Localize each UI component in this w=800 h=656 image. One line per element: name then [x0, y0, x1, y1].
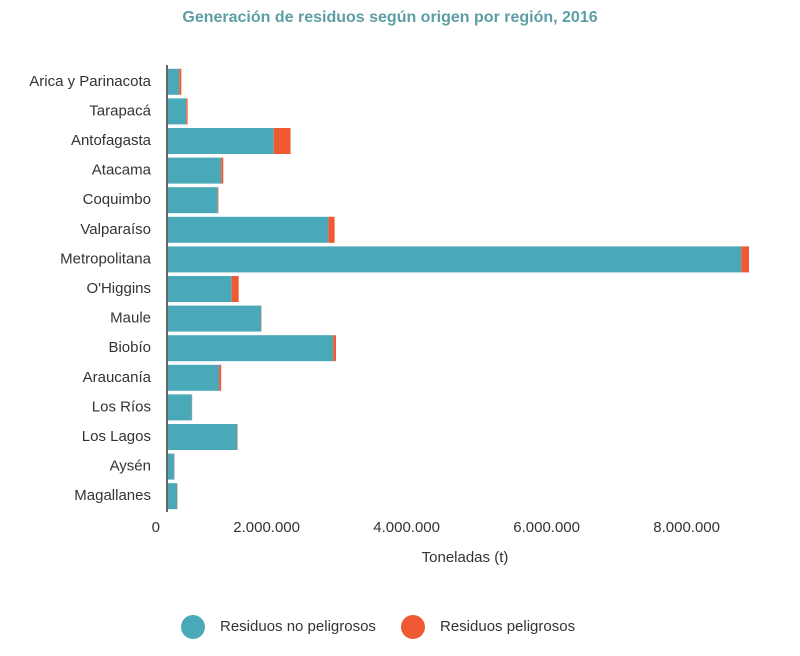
y-tick-label: Arica y Parinacota	[29, 73, 151, 90]
legend-label: Residuos peligrosos	[440, 618, 575, 635]
x-tick-label: 4.000.000	[373, 519, 440, 536]
bar-segment	[168, 98, 187, 125]
legend-marker	[401, 615, 425, 639]
y-tick-label: Atacama	[92, 162, 152, 179]
y-tick-label: Maule	[110, 310, 151, 327]
y-tick-label: Los Lagos	[82, 428, 151, 445]
y-tick-label: Biobío	[108, 339, 151, 356]
bar-segment	[328, 216, 335, 243]
bar-segment	[168, 453, 175, 480]
y-tick-label: Los Ríos	[92, 398, 151, 415]
bar-segment	[168, 216, 329, 243]
bar-segment	[231, 276, 239, 302]
bar-segment	[186, 98, 188, 125]
bar-segment	[168, 276, 232, 302]
bar-segment	[168, 128, 274, 154]
bar-segment	[168, 305, 262, 332]
bar-segment	[168, 335, 334, 362]
bar-segment	[741, 246, 749, 273]
bar-segment	[219, 364, 222, 391]
bar-segment	[273, 128, 291, 154]
bar-segment	[168, 68, 180, 95]
bar-segment	[179, 68, 182, 95]
chart-title: Generación de residuos según origen por …	[182, 9, 597, 26]
x-tick-label: 8.000.000	[653, 519, 720, 536]
y-tick-label: Magallanes	[74, 487, 151, 504]
y-tick-label: Tarapacá	[89, 102, 151, 119]
bar-segment	[333, 335, 336, 362]
bar-segment	[168, 394, 192, 421]
x-axis-label: Toneladas (t)	[422, 549, 509, 566]
legend-label: Residuos no peligrosos	[220, 618, 376, 635]
bar-segment	[168, 187, 218, 214]
bar-segment	[168, 424, 238, 450]
bar-segment	[168, 364, 220, 391]
bar-segment	[168, 246, 742, 273]
bar-segment	[168, 157, 222, 184]
bar-segment	[221, 157, 224, 184]
y-tick-label: Aysén	[110, 458, 151, 475]
y-tick-label: Coquimbo	[83, 191, 151, 208]
x-tick-label: 0	[152, 519, 160, 536]
legend-marker	[181, 615, 205, 639]
x-tick-label: 6.000.000	[513, 519, 580, 536]
bar-segment	[168, 483, 178, 510]
y-tick-label: Antofagasta	[71, 132, 152, 149]
bar-segment	[217, 187, 219, 214]
y-tick-label: O'Higgins	[86, 280, 151, 297]
x-tick-label: 2.000.000	[233, 519, 300, 536]
y-tick-label: Araucanía	[83, 369, 152, 386]
y-tick-label: Valparaíso	[80, 221, 151, 238]
y-tick-label: Metropolitana	[60, 250, 152, 267]
